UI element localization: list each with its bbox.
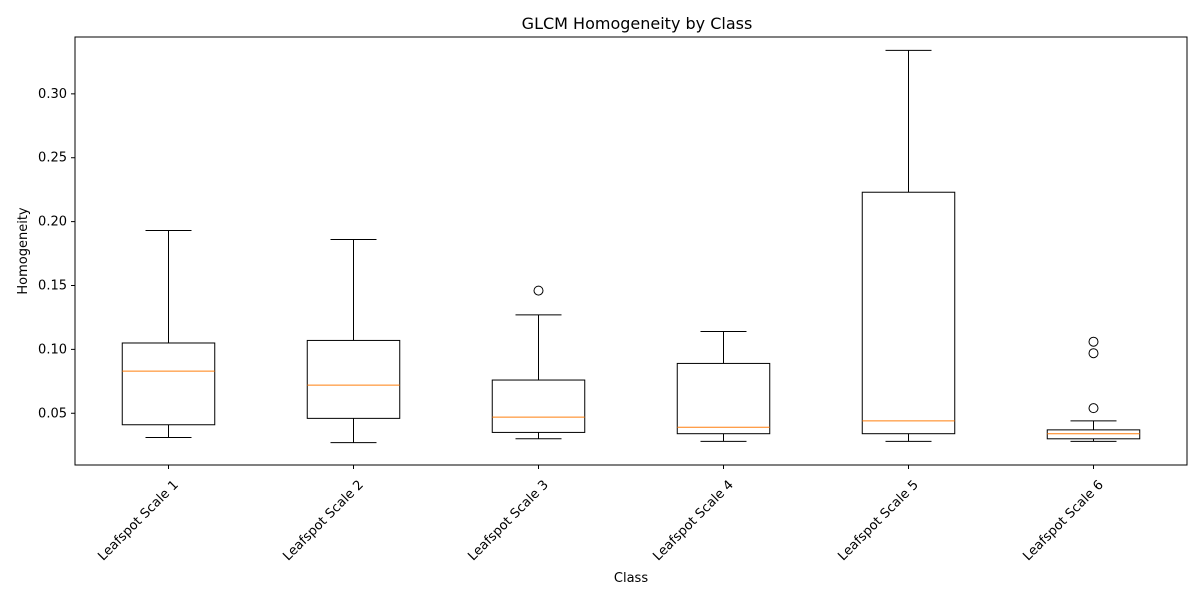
outlier-point <box>1088 348 1099 359</box>
y-tick-label: 0.05 <box>38 406 67 421</box>
iqr-box <box>121 342 216 426</box>
x-tick-label: Leafspot Scale 3 <box>465 478 551 564</box>
x-tick-label: Leafspot Scale 6 <box>1020 478 1106 564</box>
plot-frame <box>74 36 1188 466</box>
outlier-point <box>1088 403 1099 414</box>
iqr-box <box>306 339 401 419</box>
outlier-point <box>1088 336 1099 347</box>
x-tick-label: Leafspot Scale 5 <box>835 478 921 564</box>
y-tick-label: 0.25 <box>38 151 67 166</box>
outlier-point <box>533 285 544 296</box>
y-tick-label: 0.20 <box>38 215 67 230</box>
x-tick-label: Leafspot Scale 2 <box>280 478 366 564</box>
iqr-box <box>676 362 771 435</box>
y-tick-label: 0.10 <box>38 342 67 357</box>
iqr-box <box>861 191 956 435</box>
iqr-box <box>1046 429 1141 440</box>
x-axis-label: Class <box>614 571 648 586</box>
y-tick-label: 0.30 <box>38 87 67 102</box>
chart-title: GLCM Homogeneity by Class <box>522 14 753 33</box>
y-axis-label: Homogeneity <box>16 207 31 295</box>
y-tick-label: 0.15 <box>38 278 67 293</box>
x-tick-label: Leafspot Scale 4 <box>650 478 736 564</box>
x-tick-label: Leafspot Scale 1 <box>95 478 181 564</box>
plot-area: 0.05 0.10 0.15 0.20 0.25 0.30 Leafspot Scale 1… <box>38 49 1141 564</box>
iqr-box <box>491 379 586 433</box>
